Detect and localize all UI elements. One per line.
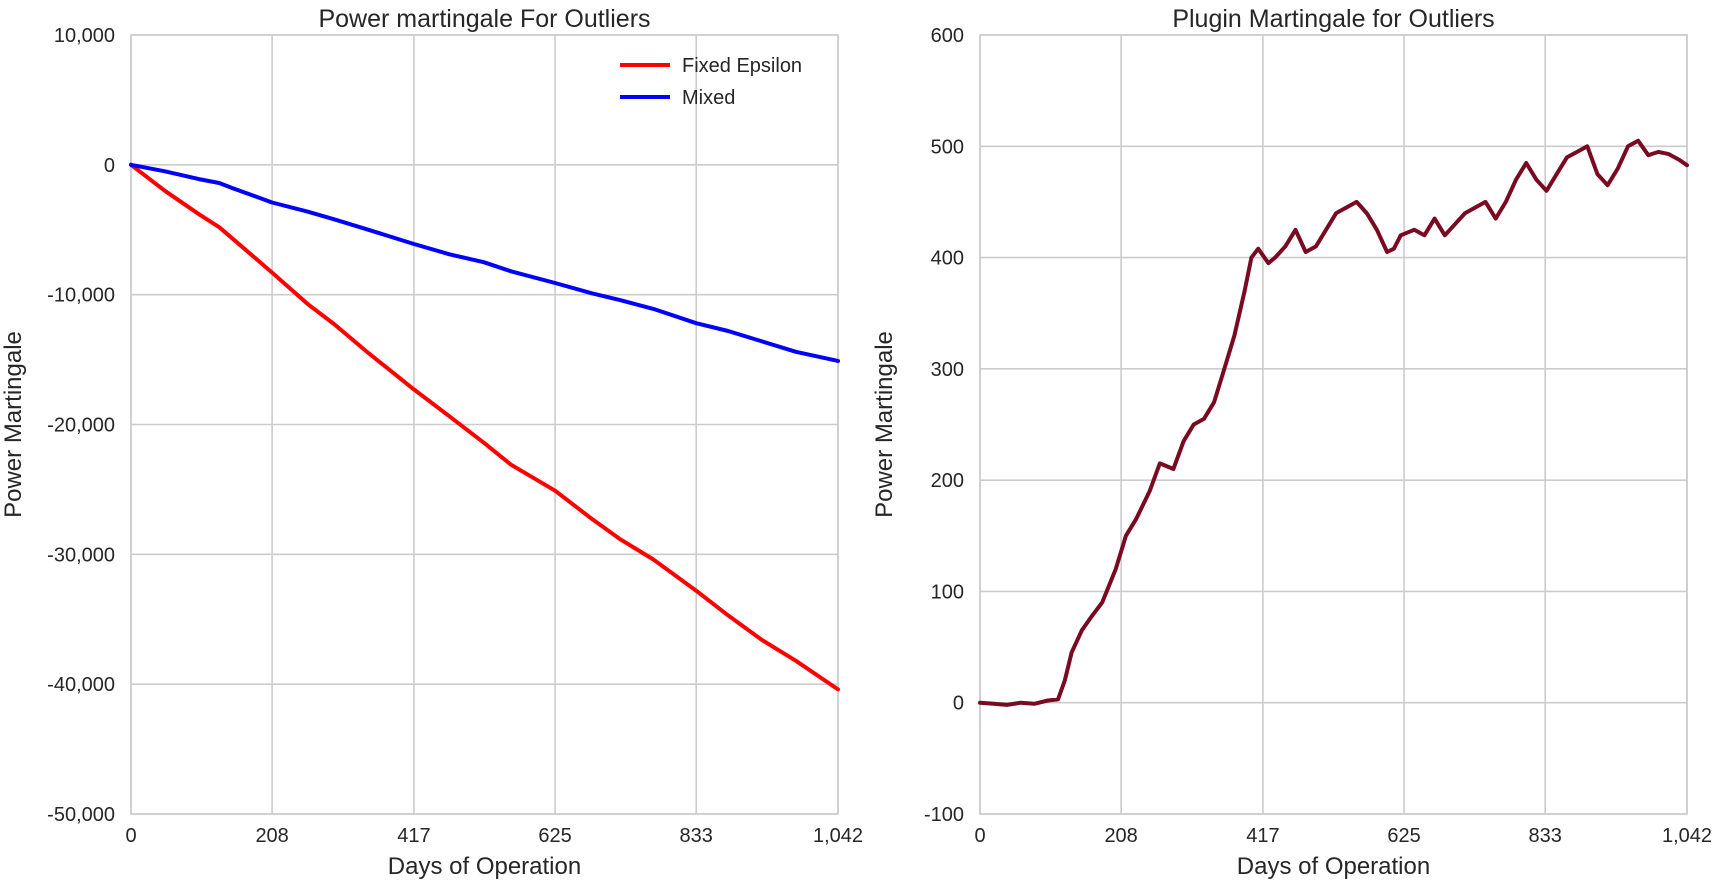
x-tick-label: 417 — [1246, 825, 1279, 847]
y-axis-label: Power Martingale — [0, 331, 27, 518]
x-axis-label: Days of Operation — [1237, 853, 1430, 880]
y-tick-label: 200 — [931, 470, 964, 492]
x-tick-label: 625 — [1387, 825, 1420, 847]
plot-frame — [130, 34, 839, 815]
tick-labels: 0 208 417 625 833 1,042 10,000 0 -10,000 -20,000 -… — [47, 25, 863, 847]
y-tick-label: 0 — [953, 693, 964, 715]
power-martingale-chart: 0 208 417 625 833 1,042 10,000 0 -10,000 -20,000 -… — [0, 5, 863, 880]
y-tick-label: -20,000 — [47, 415, 115, 437]
x-tick-label: 1,042 — [813, 825, 863, 847]
x-tick-label: 208 — [1104, 825, 1137, 847]
y-tick-label: -50,000 — [47, 804, 115, 826]
x-tick-label: 0 — [125, 825, 136, 847]
y-tick-label: 0 — [104, 155, 115, 177]
x-tick-label: 625 — [538, 825, 571, 847]
y-tick-label: 100 — [931, 581, 964, 603]
y-tick-label: 300 — [931, 359, 964, 381]
x-tick-label: 1,042 — [1662, 825, 1712, 847]
x-axis-label: Days of Operation — [388, 853, 581, 880]
y-axis-label: Power Martingale — [871, 331, 898, 518]
x-tick-label: 417 — [397, 825, 430, 847]
tick-labels: 0 208 417 625 833 1,042 600 500 400 300 200 100 0 -10… — [924, 25, 1712, 847]
y-tick-label: 600 — [931, 25, 964, 47]
y-tick-label: -40,000 — [47, 674, 115, 696]
legend: Fixed Epsilon Mixed — [620, 55, 802, 109]
legend-label: Fixed Epsilon — [682, 55, 802, 77]
y-tick-label: -10,000 — [47, 285, 115, 307]
x-tick-label: 833 — [680, 825, 713, 847]
chart-title: Plugin Martingale for Outliers — [1172, 5, 1494, 33]
plot-frame — [979, 34, 1688, 815]
chart-title: Power martingale For Outliers — [318, 5, 650, 33]
plugin-martingale-chart: 0 208 417 625 833 1,042 600 500 400 300 200 100 0 -10… — [871, 5, 1712, 880]
series-line-main — [978, 138, 1689, 707]
y-tick-label: -100 — [924, 804, 964, 826]
y-tick-label: 500 — [931, 136, 964, 158]
series-lines — [978, 138, 1689, 707]
y-tick-label: -30,000 — [47, 544, 115, 566]
series-line-mixed — [129, 162, 840, 363]
x-tick-label: 833 — [1529, 825, 1562, 847]
y-tick-label: 10,000 — [54, 25, 115, 47]
legend-label: Mixed — [682, 87, 735, 109]
x-tick-label: 208 — [255, 825, 288, 847]
series-lines — [129, 162, 840, 692]
series-line-fixed-epsilon — [129, 162, 840, 692]
x-tick-label: 0 — [974, 825, 985, 847]
y-tick-label: 400 — [931, 248, 964, 270]
